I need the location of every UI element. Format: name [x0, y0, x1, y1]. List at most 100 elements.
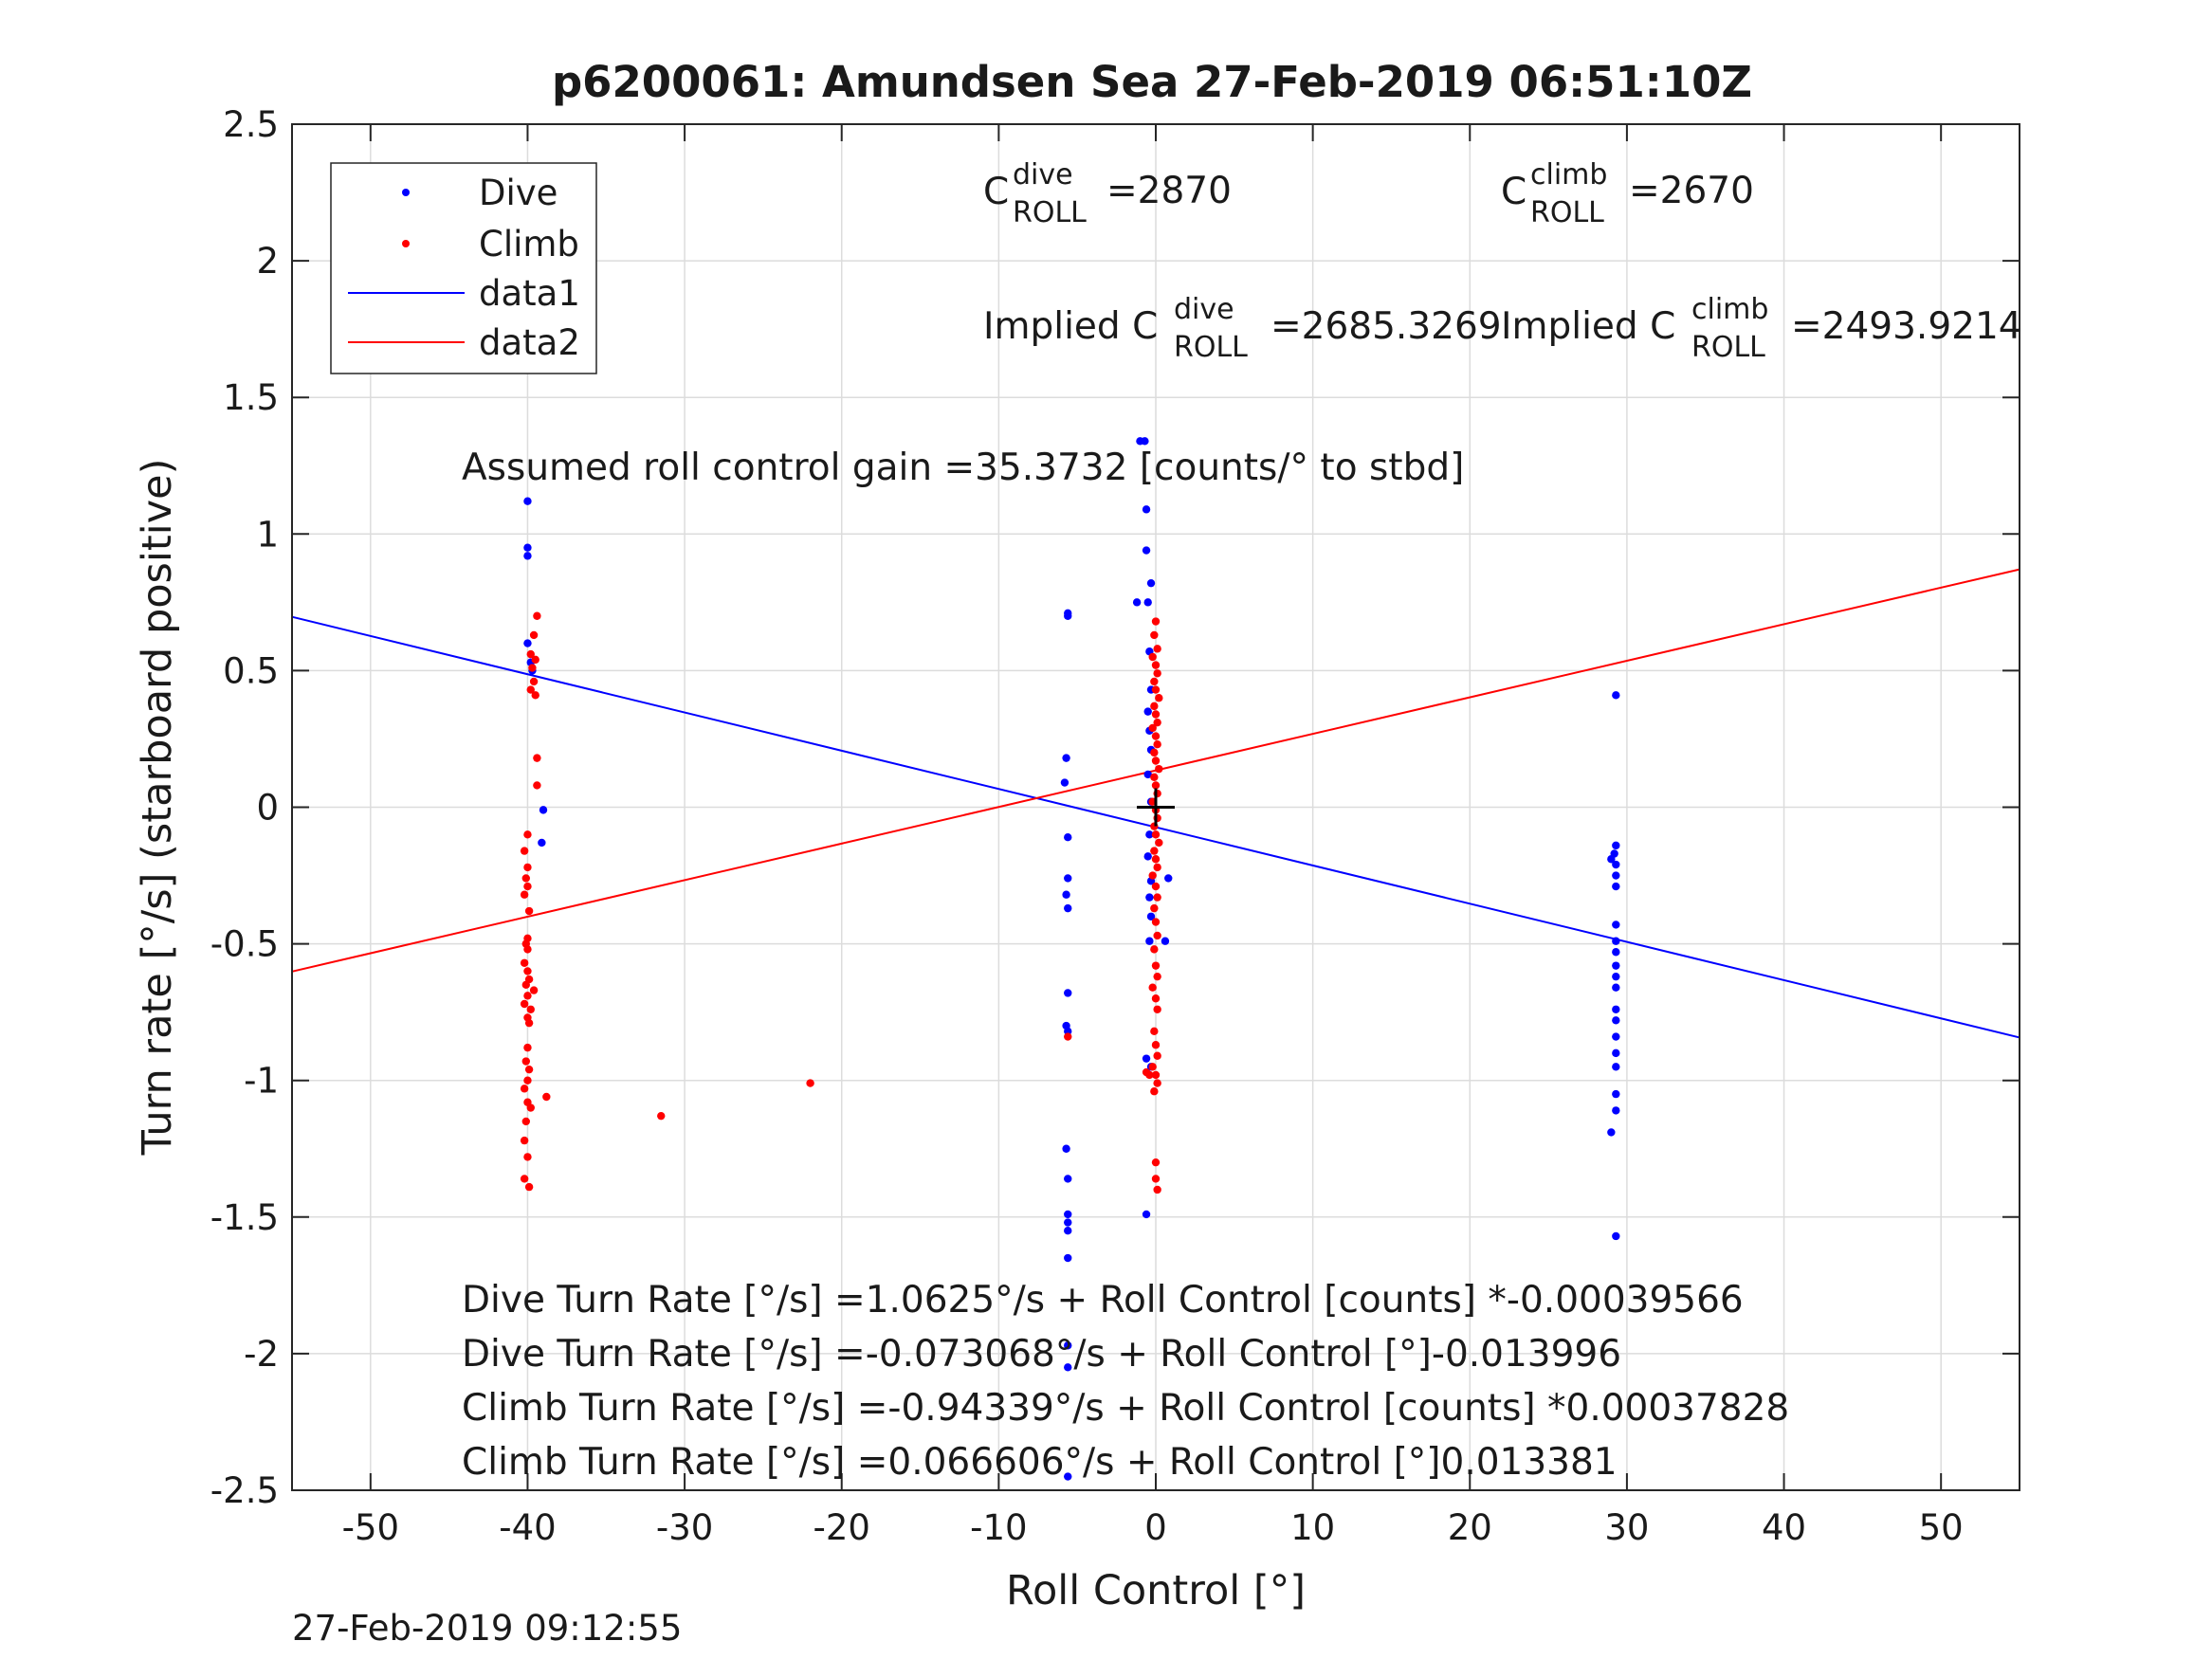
c-dive-base: C: [983, 171, 1009, 213]
dive-point: [1064, 1210, 1072, 1219]
dive-point: [1064, 1218, 1072, 1227]
climb-point: [1148, 871, 1157, 880]
equation-dive-degrees: Dive Turn Rate [°/s] =-0.073068°/s + Rol…: [462, 1333, 1621, 1376]
origin-marker: [1137, 788, 1175, 827]
climb-point: [1153, 1005, 1161, 1013]
x-tick-label: 20: [1448, 1507, 1492, 1548]
dive-point: [1064, 1472, 1072, 1481]
x-tick-label: 30: [1604, 1507, 1649, 1548]
y-tick-label: -1.5: [210, 1197, 279, 1238]
climb-point: [524, 1065, 534, 1074]
implied-dive-value: =2685.3269: [1271, 305, 1502, 348]
climb-point: [520, 847, 529, 855]
dive-point: [1145, 893, 1154, 902]
dive-point: [1612, 1048, 1620, 1058]
implied-dive-annotation: Implied C dive ROLL =2685.3269: [983, 293, 1502, 364]
dive-point: [1612, 1016, 1620, 1025]
climb-point: [1150, 748, 1159, 757]
implied-climb-prefix: Implied C: [1501, 305, 1675, 348]
climb-point: [1151, 617, 1161, 626]
legend-data1-label: data1: [479, 273, 580, 314]
climb-point: [520, 1175, 529, 1183]
climb-point: [1151, 882, 1161, 891]
footer-timestamp: 27-Feb-2019 09:12:55: [292, 1608, 682, 1649]
dive-point: [1064, 833, 1072, 842]
climb-point: [1064, 1032, 1072, 1041]
dive-point: [1164, 874, 1173, 883]
climb-point: [806, 1079, 814, 1087]
dive-point: [1064, 1227, 1072, 1235]
dive-point: [1132, 598, 1142, 607]
equation-dive-counts: Dive Turn Rate [°/s] =1.0625°/s + Roll C…: [462, 1279, 1744, 1322]
climb-point: [533, 611, 541, 620]
legend-dive-label: Dive: [479, 173, 558, 213]
dive-point: [1142, 546, 1151, 555]
climb-point: [520, 1085, 529, 1093]
climb-point: [1150, 773, 1159, 781]
legend-climb-label: Climb: [479, 224, 579, 264]
x-tick-label: -50: [342, 1507, 399, 1548]
data-points: [520, 437, 1620, 1481]
climb-point: [526, 1005, 535, 1013]
climb-point: [1151, 855, 1161, 864]
climb-point: [1153, 669, 1161, 678]
climb-point: [524, 1018, 534, 1028]
dive-point: [1062, 890, 1070, 899]
x-tick-label: -10: [970, 1507, 1027, 1548]
dive-point: [1064, 1253, 1072, 1263]
dive-point: [1612, 882, 1620, 891]
dive-point: [1610, 849, 1618, 858]
dive-point: [1064, 903, 1072, 913]
climb-point: [1151, 685, 1161, 694]
climb-point: [1150, 630, 1159, 640]
dive-point: [1612, 961, 1620, 970]
climb-point: [521, 1057, 530, 1066]
y-axis-label: Turn rate [°/s] (starboard positive): [134, 459, 181, 1157]
legend: Dive Climb data1 data2: [330, 162, 597, 374]
x-tick-label: -30: [656, 1507, 713, 1548]
dive-point: [1145, 830, 1154, 839]
climb-point: [1151, 661, 1161, 669]
climb-point: [529, 677, 539, 686]
climb-point: [520, 890, 529, 899]
dive-point: [539, 806, 548, 814]
implied-climb-sup: climb: [1691, 293, 1768, 326]
y-tick-label: 0.5: [223, 650, 279, 691]
climb-point: [523, 1076, 532, 1085]
c-climb-annotation: C climb ROLL =2670: [1501, 158, 1754, 229]
axis-ticks: -50 -40 -30 -20 -10 0 10 20 30 40 50-2.5-2-1.5-1-0…: [210, 104, 2020, 1548]
climb-point: [1153, 863, 1161, 872]
dive-point: [1064, 874, 1072, 883]
climb-point: [520, 1136, 529, 1145]
climb-point: [520, 999, 529, 1009]
climb-point: [1150, 1087, 1159, 1096]
climb-point: [1150, 702, 1159, 711]
dive-point: [523, 497, 532, 505]
climb-point: [1153, 1051, 1161, 1060]
c-dive-annotation: C dive ROLL =2870: [983, 158, 1232, 229]
climb-point: [533, 781, 541, 790]
climb-point: [1150, 1027, 1159, 1036]
climb-point: [1148, 723, 1157, 733]
c-dive-value: =2870: [1106, 170, 1232, 212]
climb-point: [1151, 918, 1161, 926]
c-dive-sub: ROLL: [1013, 196, 1087, 229]
climb-point: [531, 691, 539, 700]
implied-climb-value: =2493.9214: [1791, 305, 2022, 348]
climb-point: [1153, 893, 1161, 902]
dive-point: [523, 543, 532, 552]
c-climb-base: C: [1501, 171, 1526, 213]
climb-point: [1150, 945, 1159, 954]
climb-point: [524, 1182, 534, 1192]
climb-point: [1151, 830, 1161, 839]
x-tick-label: 40: [1762, 1507, 1806, 1548]
climb-point: [1153, 718, 1161, 727]
dive-point: [1612, 860, 1620, 869]
climb-point: [1148, 1063, 1157, 1071]
dive-point: [1062, 754, 1070, 762]
dive-point: [1161, 937, 1170, 945]
dive-point: [1612, 871, 1620, 880]
c-climb-value: =2670: [1629, 170, 1754, 212]
climb-point: [526, 1103, 535, 1112]
climb-point: [1153, 931, 1161, 940]
